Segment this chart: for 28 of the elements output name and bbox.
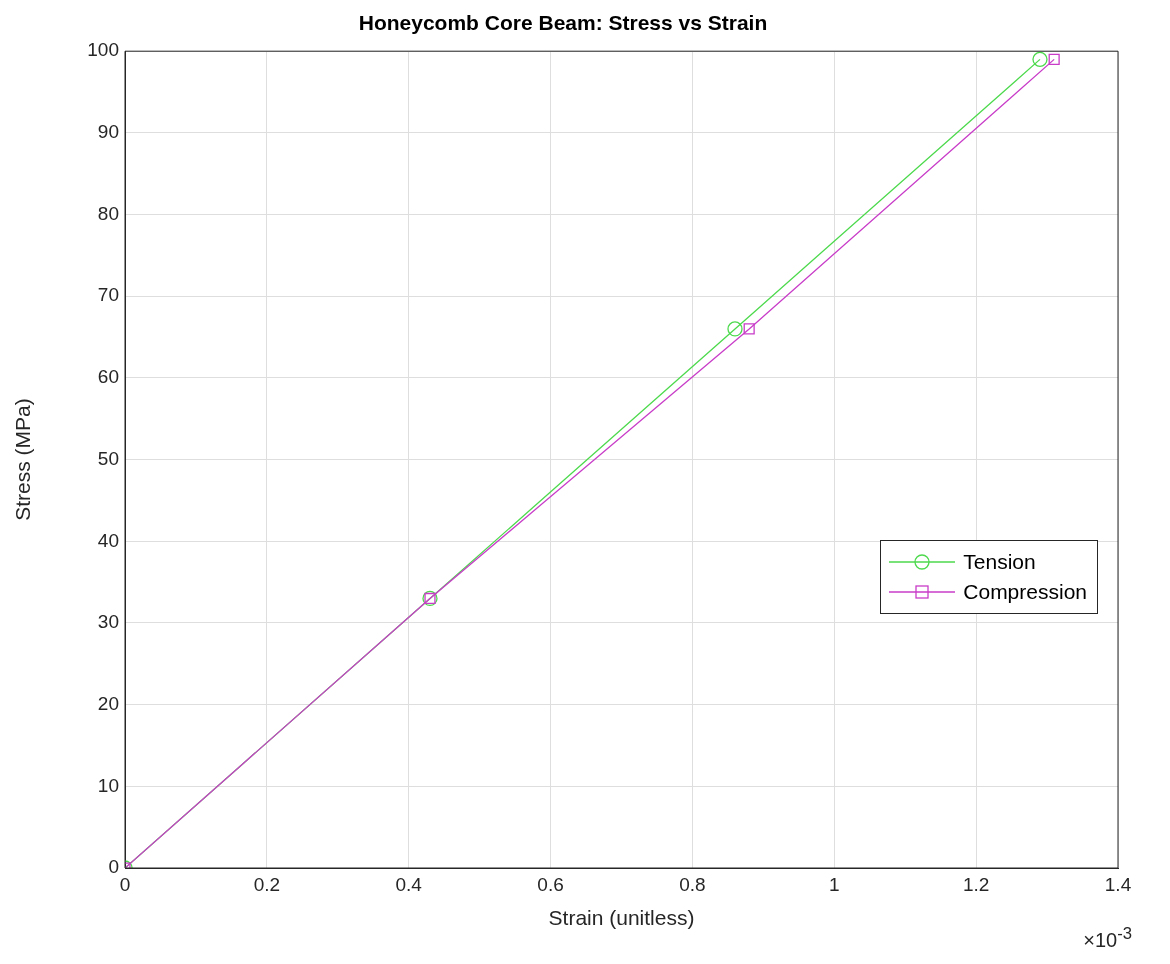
legend-label: Compression [963, 579, 1087, 605]
y-tick-label: 20 [97, 692, 119, 714]
y-tick-label: 50 [97, 447, 119, 469]
point [1032, 51, 1048, 68]
y-tick-label: 70 [97, 284, 119, 306]
point [1048, 53, 1060, 65]
point [743, 323, 755, 335]
x-tick-label: 1.2 [962, 873, 990, 895]
y-tick-label: 60 [97, 366, 119, 388]
point [727, 321, 743, 337]
y-axis-title: Stress (MPa) [11, 398, 35, 521]
y-tick-label: 40 [97, 529, 119, 551]
x-axis-title: Strain (unitless) [548, 906, 695, 930]
x-tick-label: 1.4 [1104, 873, 1132, 895]
x-tick-label: 0.4 [395, 873, 423, 895]
x-tick-label: 0.2 [253, 873, 281, 895]
y-tick-label: 10 [97, 774, 119, 796]
x-tick-label: 1 [829, 873, 840, 895]
x-tick-label: 0.6 [537, 873, 564, 895]
legend-label: Tension [963, 549, 1036, 575]
x-tick-label: 0.8 [679, 873, 706, 895]
text: ×10$^{-3}$ [1083, 924, 1132, 952]
y-tick-label: 30 [97, 611, 119, 633]
y-tick-label: 90 [97, 121, 119, 143]
y-tick-label: 100 [87, 39, 119, 61]
y-tick-label: 80 [97, 202, 119, 224]
y-tick-label: 0 [108, 856, 119, 878]
chart-title: Honeycomb Core Beam: Stress vs Strain [358, 11, 768, 35]
